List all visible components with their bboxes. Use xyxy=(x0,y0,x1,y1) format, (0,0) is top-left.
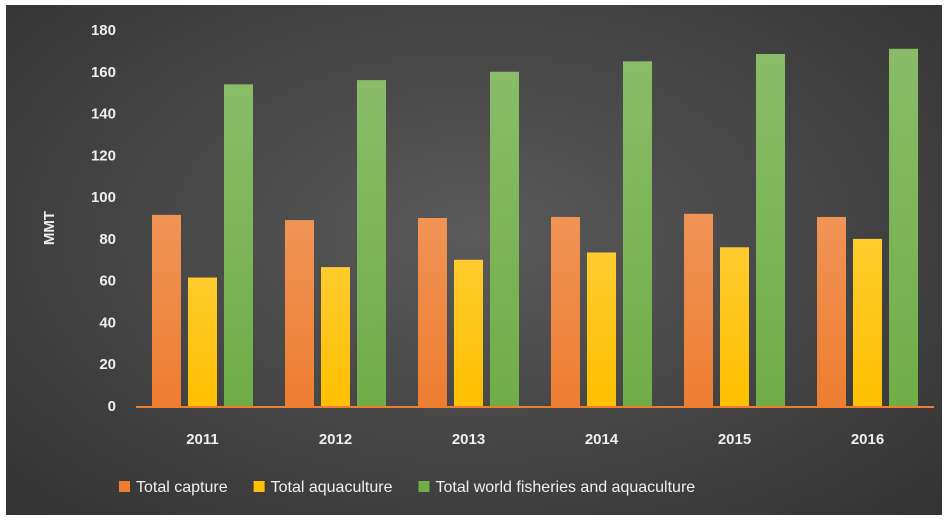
bar-total-capture-2014 xyxy=(551,216,580,406)
x-tick-label: 2013 xyxy=(452,431,485,448)
x-tick-label: 2016 xyxy=(851,431,884,448)
bar-total-capture-2013 xyxy=(418,218,447,406)
bar-total-aquaculture-2012 xyxy=(321,267,350,406)
y-tick-label: 20 xyxy=(99,356,116,373)
y-tick-label: 100 xyxy=(91,189,116,206)
legend-label: Total world fisheries and aquaculture xyxy=(435,479,695,496)
legend-label: Total aquaculture xyxy=(271,479,393,496)
y-tick-label: 40 xyxy=(99,314,116,331)
bar-total-world-fisheries-and-aquaculture-2016 xyxy=(889,48,918,407)
bar-total-aquaculture-2013 xyxy=(454,259,483,406)
x-tick-label: 2015 xyxy=(718,431,751,448)
bar-total-aquaculture-2016 xyxy=(853,238,882,406)
bar-total-capture-2012 xyxy=(285,220,314,406)
legend-swatch xyxy=(418,481,430,492)
y-tick-label: 80 xyxy=(99,231,116,248)
chart-panel: 0 20 40 60 80 100 120 140 160 180 2011 2012 2013 201… xyxy=(6,5,942,515)
bar-total-world-fisheries-and-aquaculture-2012 xyxy=(357,80,386,406)
bar-total-aquaculture-2011 xyxy=(188,277,217,406)
bar-total-world-fisheries-and-aquaculture-2013 xyxy=(490,71,519,407)
bar-total-aquaculture-2015 xyxy=(720,247,749,406)
bar-total-world-fisheries-and-aquaculture-2011 xyxy=(224,84,253,407)
legend-swatch xyxy=(253,481,265,492)
legend-label: Total capture xyxy=(136,479,228,496)
y-tick-label: 180 xyxy=(91,22,116,39)
x-tick-label: 2011 xyxy=(186,431,219,448)
y-tick-label: 0 xyxy=(108,398,116,415)
y-tick-label: 160 xyxy=(91,64,116,81)
y-tick-label: 140 xyxy=(91,106,116,123)
bar-total-aquaculture-2014 xyxy=(587,252,616,406)
x-tick-label: 2014 xyxy=(585,431,619,448)
y-axis-title: MMT xyxy=(41,211,58,245)
bar-total-capture-2015 xyxy=(684,213,713,406)
bar-total-capture-2011 xyxy=(152,214,181,406)
bar-total-world-fisheries-and-aquaculture-2015 xyxy=(756,54,785,407)
bar-total-world-fisheries-and-aquaculture-2014 xyxy=(623,61,652,406)
x-tick-label: 2012 xyxy=(319,431,352,448)
y-tick-label: 120 xyxy=(91,147,116,164)
bar-total-capture-2016 xyxy=(817,216,846,406)
bar-chart: 0 20 40 60 80 100 120 140 160 180 2011 2012 2013 201… xyxy=(41,22,934,496)
legend-swatch xyxy=(119,481,130,492)
y-tick-label: 60 xyxy=(99,273,116,290)
